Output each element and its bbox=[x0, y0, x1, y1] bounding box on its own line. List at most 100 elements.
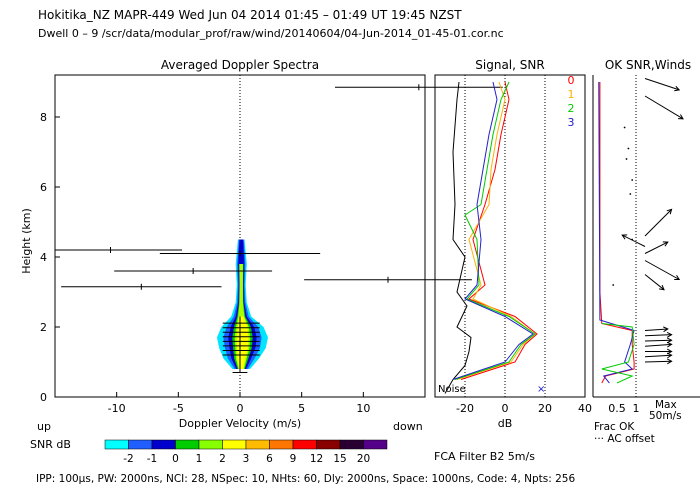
colorbar-tick-label: 2 bbox=[219, 453, 226, 465]
colorbar-tick-label: 12 bbox=[310, 453, 323, 465]
snr-tick-label: -20 bbox=[456, 402, 474, 415]
noise-label: Noise bbox=[438, 384, 466, 395]
frac-ok-line-2 bbox=[601, 323, 635, 384]
colorbar-tick-label: 0 bbox=[172, 453, 179, 465]
wind-arrow bbox=[644, 209, 672, 237]
direction-label-up: up bbox=[37, 420, 51, 433]
snr-colorbar: SNR dB-2 -1 0 1 2 3 6 9 12 15 20 bbox=[30, 438, 388, 465]
direction-label-down: down bbox=[393, 420, 423, 433]
frac-ok-line-3 bbox=[598, 81, 635, 384]
x-tick-label: 5 bbox=[298, 402, 305, 415]
x-tick-label: -5 bbox=[173, 402, 184, 415]
max-value-label: 50m/s bbox=[649, 410, 682, 422]
wind-arrow bbox=[644, 241, 669, 254]
y-tick-label: 0 bbox=[40, 391, 47, 404]
y-tick-label: 6 bbox=[40, 181, 47, 194]
header-station-line: Hokitika_NZ MAPR-449 Wed Jun 04 2014 01:… bbox=[38, 8, 462, 22]
frac-tick-label: 1 bbox=[633, 402, 640, 415]
wind-arrowhead bbox=[666, 358, 673, 365]
colorbar-tick-label: 1 bbox=[196, 453, 203, 465]
wind-arrowhead bbox=[674, 275, 681, 281]
wind-arrow bbox=[644, 328, 668, 331]
x-tick-label: 10 bbox=[356, 402, 370, 415]
series-label: 0 bbox=[568, 74, 575, 87]
x-tick-label: 0 bbox=[237, 402, 244, 415]
y-tick-label: 4 bbox=[40, 251, 47, 264]
colorbar-label: SNR dB bbox=[30, 438, 71, 451]
series-label: 3 bbox=[568, 116, 575, 129]
wind-arrow bbox=[644, 360, 672, 363]
colorbar-swatch bbox=[339, 439, 364, 450]
wind-arrow bbox=[644, 343, 672, 347]
wind-arrowhead bbox=[677, 114, 684, 120]
snr-tick-label: 40 bbox=[578, 402, 592, 415]
colorbar-tick-label: -1 bbox=[147, 453, 157, 465]
wind-arrowhead bbox=[666, 341, 673, 348]
wind-arrowhead bbox=[662, 241, 669, 247]
colorbar-swatch bbox=[175, 439, 200, 450]
footer-params: IPP: 100µs, PW: 2000ns, NCI: 28, NSpec: … bbox=[36, 473, 575, 485]
colorbar-tick-label: 9 bbox=[290, 453, 297, 465]
snr-line-2 bbox=[454, 81, 536, 380]
ac-offset-point bbox=[627, 147, 630, 150]
ac-offset-point bbox=[629, 193, 632, 195]
y-axis-label: Height (km) bbox=[20, 208, 33, 274]
wind-arrow bbox=[621, 234, 646, 247]
colorbar-swatch bbox=[104, 439, 129, 450]
winds-title: OK SNR,Winds bbox=[605, 58, 691, 72]
spectral-layer bbox=[236, 316, 249, 369]
colorbar-swatch bbox=[269, 439, 294, 450]
snr-axis-label: dB bbox=[498, 417, 513, 430]
snr-line-3 bbox=[452, 81, 534, 380]
signal-line bbox=[444, 81, 472, 394]
wind-arrowhead bbox=[658, 284, 665, 291]
header-file-line: Dwell 0 – 9 /scr/data/modular_prof/raw/w… bbox=[38, 27, 504, 40]
colorbar-swatch bbox=[316, 439, 341, 450]
x-axis-label: Doppler Velocity (m/s) bbox=[179, 417, 301, 430]
snr-tick-label: 0 bbox=[502, 402, 509, 415]
ac-offset-legend: ··· AC offset bbox=[594, 433, 655, 445]
series-label: 1 bbox=[568, 88, 575, 101]
ok-snr-winds-panel: OK SNR,Winds 0.5 1 Frac OK··· AC offset Max5… bbox=[592, 58, 700, 445]
snr-tick-label: 20 bbox=[538, 402, 552, 415]
colorbar-swatch bbox=[198, 439, 223, 450]
snr-frame bbox=[434, 74, 586, 398]
colorbar-swatch bbox=[222, 439, 247, 450]
colorbar-swatch bbox=[245, 439, 270, 450]
y-tick-label: 2 bbox=[40, 321, 47, 334]
wind-arrow bbox=[644, 339, 672, 342]
wind-arrowhead bbox=[666, 352, 673, 359]
colorbar-swatch bbox=[363, 439, 388, 450]
wind-arrowhead bbox=[666, 208, 673, 215]
colorbar-tick-label: 3 bbox=[243, 453, 250, 465]
wind-arrowhead bbox=[674, 85, 681, 92]
colorbar-tick-label: 6 bbox=[266, 453, 273, 465]
colorbar-swatch bbox=[151, 439, 176, 450]
ac-offset-point bbox=[631, 179, 634, 181]
ac-offset-point bbox=[623, 126, 626, 129]
wind-arrow bbox=[644, 354, 672, 358]
ac-offset-point bbox=[625, 158, 628, 160]
ac-offset-point bbox=[612, 284, 615, 286]
frac-tick-label: 0.5 bbox=[608, 402, 626, 415]
snr-title: Signal, SNR bbox=[475, 58, 544, 72]
spectra-title: Averaged Doppler Spectra bbox=[161, 58, 319, 72]
wind-arrow bbox=[644, 334, 672, 337]
doppler-spectra-panel: Averaged Doppler Spectra -10 -5 0 5 10 0 2 4 6 8 Do… bbox=[20, 58, 503, 433]
wind-arrowhead bbox=[666, 331, 673, 338]
series-label: 2 bbox=[568, 102, 575, 115]
colorbar-tick-label: -2 bbox=[123, 453, 133, 465]
wind-arrow bbox=[644, 78, 680, 91]
snr-line-0 bbox=[460, 81, 538, 380]
colorbar-tick-label: 20 bbox=[357, 453, 370, 465]
wind-arrow bbox=[644, 274, 665, 291]
colorbar-swatch bbox=[292, 439, 317, 450]
x-tick-label: -10 bbox=[108, 402, 126, 415]
frac-ok-label: Frac OK bbox=[594, 421, 635, 433]
wind-arrow bbox=[644, 95, 684, 120]
colorbar-tick-label: 15 bbox=[333, 453, 346, 465]
snr-marker-x: × bbox=[537, 384, 545, 395]
frac-ok-line-0 bbox=[599, 82, 635, 384]
